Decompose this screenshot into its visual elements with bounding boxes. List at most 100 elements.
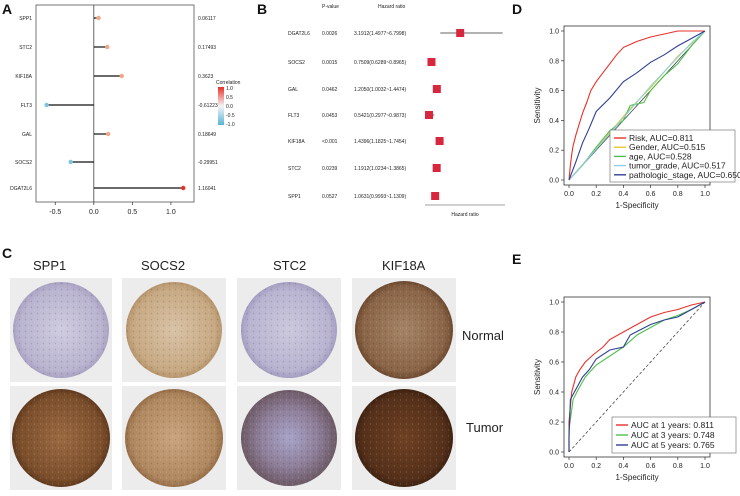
panel-d-roc: 0.0 0.0 0.2 0.2 0.4 0.4 0.6 0.6 0.8 0.8 1.0 1.0 1-Sp… [533,25,740,210]
gene-label-kif18a: KIF18A [382,258,426,273]
tissue-texture [241,390,337,486]
x-tick-label: 0.5 [127,209,137,216]
legend-tick: 1.0 [226,86,233,92]
tissue-texture [13,282,109,378]
roc-frame [563,296,711,458]
roc-y-label: Sensitivity [533,359,542,395]
panel-label-b: B [257,1,267,17]
forest-pvalue: 0.0015 [322,60,338,66]
forest-pvalue: 0.0527 [322,194,338,200]
legend-entry: pathologic_stage, AUC=0.650 [629,170,740,180]
roc-x-label: 1-Specificity [615,473,658,482]
correlation-colorbar [218,87,224,125]
legend-tick: -1.0 [226,122,235,128]
hazard-ratio-marker [431,192,440,200]
x-tick-label: 1.0 [166,209,176,216]
roc-curve [568,301,706,452]
gene-label-socs2: SOCS2 [141,258,185,273]
correlation-point [105,44,110,50]
gene-label: SPP1 [19,16,32,22]
x-tick-label: 0.0 [564,463,574,470]
forest-hr-label: 1.1912(1.0234~1.3865) [354,166,406,172]
tissue-texture [241,282,337,378]
panel-label-d: D [512,1,522,17]
y-tick-label: 0.0 [549,178,559,185]
legend-entry: age, AUC=0.528 [629,151,692,161]
forest-gene-label: STC2 [288,166,301,172]
y-tick-label: 1.0 [549,29,559,36]
correlation-point [96,15,101,21]
hazard-ratio-marker [432,164,441,172]
forest-hr-label: 0.5421(0.2977~0.9873) [354,113,406,119]
roc-frame [563,25,711,186]
correlation-point [44,102,49,108]
forest-x-label: Hazard ratio [451,212,478,218]
panel-b-forest: P-value Hazard ratio DGAT2L6 0.0026 3.1912… [288,4,505,218]
forest-gene-label: FLT3 [288,113,300,119]
reference-diagonal [568,301,706,453]
panel-a-lollipop: SPP1 0.06117 STC2 0.17493 KIF18A 0.3623 FLT3 -0… [10,4,241,216]
forest-gene-label: KIF18A [288,139,305,145]
hazard-ratio-marker [425,111,434,119]
correlation-point [68,159,73,165]
panel-e-roc: 0.0 0.0 0.2 0.2 0.4 0.4 0.6 0.6 0.8 0.8 1.0 1.0 1-Sp… [533,296,737,482]
value-label: 0.06117 [198,16,216,22]
roc-curve [568,301,706,452]
roc-curve [568,30,706,181]
gene-label: GAL [22,132,32,138]
x-tick-label: 0.4 [619,191,629,198]
forest-hr-label: 0.7509(0.6289~0.8965) [354,60,406,66]
gene-label: KIF18A [15,74,32,80]
gene-label: STC2 [19,45,32,51]
roc-curve [568,301,706,452]
y-tick-label: 0.2 [549,148,559,155]
forest-pvalue: 0.0453 [322,113,338,119]
y-tick-label: 0.4 [549,390,559,397]
forest-gene-label: GAL [288,87,298,93]
gene-label-spp1: SPP1 [33,258,66,273]
legend-tick: 0.5 [226,95,233,101]
y-tick-label: 0.8 [549,330,559,337]
x-tick-label: 0.4 [619,463,629,470]
correlation-point [181,185,186,191]
forest-hr-label: 3.1912(1.4977~6.7998) [354,31,406,37]
x-tick-label: 0.8 [673,463,683,470]
value-label: 1.16041 [198,186,216,192]
correlation-point [105,131,111,137]
x-tick-label: 0.0 [89,209,99,216]
correlation-point [119,73,124,79]
y-tick-label: 0.8 [549,58,559,65]
legend-tick: 0.0 [226,104,233,110]
roc-y-label: Sensitivity [533,87,542,123]
value-label: -0.29951 [198,160,218,166]
forest-gene-label: DGAT2L6 [288,31,310,37]
gene-label-stc2: STC2 [273,258,306,273]
y-tick-label: 0.4 [549,118,559,125]
legend-entry: AUC at 5 years: 0.765 [631,440,715,450]
x-tick-label: 1.0 [700,463,710,470]
forest-hr-label: 1.0631(0.9993~1.1309) [354,194,406,200]
roc-legend-box [609,129,736,183]
roc-legend-box [611,416,737,454]
panel-label-a: A [2,1,12,17]
y-tick-label: 0.6 [549,88,559,95]
x-tick-label: 0.6 [646,463,656,470]
reference-diagonal [568,30,706,181]
pvalue-header: P-value [322,4,339,10]
legend-entry: Gender, AUC=0.515 [629,142,706,152]
x-tick-label: 0.6 [646,191,656,198]
tissue-texture [125,389,223,487]
y-tick-label: 0.6 [549,360,559,367]
legend-entry: Risk, AUC=0.811 [629,133,694,143]
gene-label: SOCS2 [15,160,32,166]
correlation-legend-title: Correlation [216,80,241,86]
y-tick-label: 0.2 [549,420,559,427]
hazard-ratio-marker [427,58,436,66]
y-tick-label: 0.0 [549,450,559,457]
roc-curve [568,30,706,181]
forest-hr-label: 1.4396(1.1825~1.7454) [354,139,406,145]
tissue-texture [355,281,453,379]
roc-x-label: 1-Specificity [615,201,658,210]
legend-entry: AUC at 1 years: 0.811 [631,420,714,430]
